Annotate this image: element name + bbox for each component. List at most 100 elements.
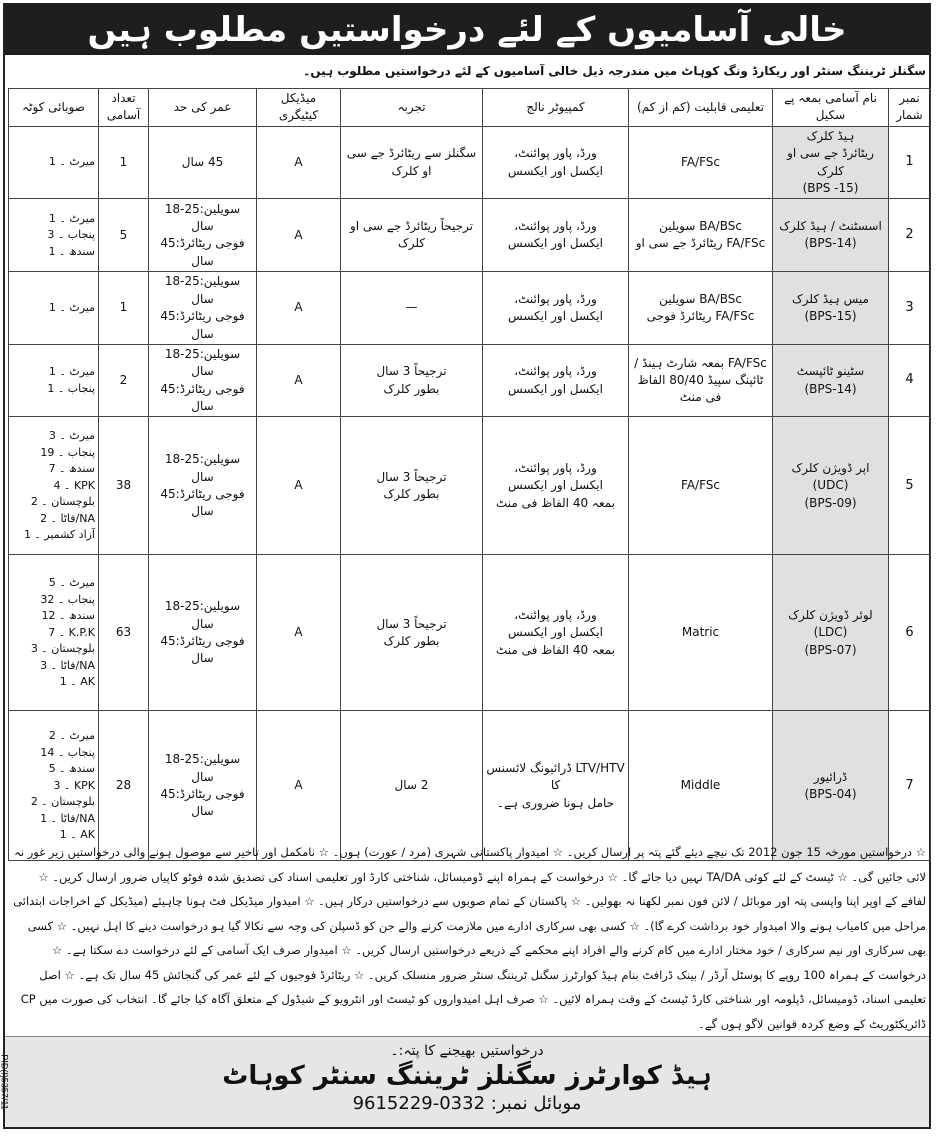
cell-count: 28: [98, 710, 149, 862]
age-line: فوجی ریٹائرڈ:45 سال: [160, 486, 245, 519]
computer-line: ورڈ، پاور پوائنٹ،: [514, 460, 597, 475]
experience-line: ترجیحاً ریٹائرڈ جے سی او کلرک: [349, 218, 473, 251]
cell-quota: میرٹ ۔ 1 پنجاب ۔ 1: [8, 343, 99, 418]
cell-age: 45 سال: [148, 125, 257, 200]
cell-count: 38: [98, 416, 149, 556]
computer-line: ایکسل اور ایکسس: [508, 381, 603, 396]
quota-line: آزاد کشمیر ۔ 1: [23, 528, 95, 542]
cell-age: سویلین:25-18 سال فوجی ریٹائرڈ:45 سال: [148, 271, 257, 345]
quota-line: میرٹ ۔ 1: [48, 211, 95, 225]
quota-line: بلوچستان ۔ 2: [30, 495, 95, 509]
cell-age: سویلین:25-18 سال فوجی ریٹائرڈ:45 سال: [148, 416, 257, 556]
cell-education: FA/FSc: [628, 416, 773, 556]
quota-line: میرٹ ۔ 5: [48, 576, 95, 590]
table-row: 2 اسسٹنٹ / ہیڈ کلرک (BPS-14) BA/BSc سویلین F…: [8, 198, 931, 273]
post-line: اسسٹنٹ / ہیڈ کلرک: [779, 218, 882, 233]
quota-line: میرٹ ۔ 1: [48, 365, 95, 379]
header-age: عمر کی حد: [148, 88, 257, 127]
experience-line: 2 سال: [394, 778, 429, 793]
post-line: اپر ڈویژن کلرک: [791, 460, 870, 475]
table-row: 1 ہیڈ کلرک ریٹائرڈ جے سی او کلرک (BPS -15) F…: [8, 125, 931, 200]
age-line: فوجی ریٹائرڈ:45 سال: [160, 633, 245, 666]
age-line: فوجی ریٹائرڈ:45 سال: [160, 309, 245, 341]
vacancy-table: نمبر شمار نام آسامی بمعہ پے سکیل تعلیمی قا…: [8, 88, 931, 862]
computer-line: بمعہ 40 الفاظ فی منٹ: [495, 642, 616, 657]
header-count: تعداد آسامی: [98, 88, 149, 127]
post-line: (BPS-15): [804, 309, 857, 324]
cell-education: BA/BSc سویلین FA/FSc ریٹائرڈ فوجی: [628, 271, 773, 345]
header-computer: کمپیوٹر نالج: [482, 88, 629, 127]
education-line: BA/BSc سویلین: [659, 291, 742, 306]
cell-post: ہیڈ کلرک ریٹائرڈ جے سی او کلرک (BPS -15): [772, 125, 889, 200]
computer-line: ورڈ، پاور پوائنٹ،: [514, 146, 597, 161]
quota-line: بلوچستان ۔ 2: [30, 795, 95, 809]
age-line: سویلین:25-18 سال: [164, 201, 241, 233]
post-line: (BPS -15): [802, 180, 859, 195]
quota-line: بلوچستان ۔ 3: [30, 642, 95, 656]
cell-post: اسسٹنٹ / ہیڈ کلرک (BPS-14): [772, 198, 889, 273]
computer-line: ورڈ، پاور پوائنٹ،: [514, 218, 597, 233]
cell-post: ڈرائیور (BPS-04): [772, 710, 889, 862]
cell-age: سویلین:25-18 سال فوجی ریٹائرڈ:45 سال: [148, 198, 257, 273]
cell-experience: سگنلز سے ریٹائرڈ جے سی او کلرک: [340, 125, 483, 200]
post-line: (BPS-07): [804, 642, 857, 657]
cell-medical: A: [256, 271, 341, 345]
header-quota: صوبائی کوٹہ: [8, 88, 99, 127]
post-line: ہیڈ کلرک: [806, 128, 855, 143]
table-header-row: نمبر شمار نام آسامی بمعہ پے سکیل تعلیمی قا…: [8, 88, 931, 127]
mobile-number: موبائل نمبر: 0332-9615229: [352, 1093, 582, 1114]
cell-computer: ورڈ، پاور پوائنٹ، ایکسل اور ایکسس بمعہ 40 …: [482, 416, 629, 556]
cell-sn: 6: [888, 554, 931, 712]
experience-line: —: [405, 300, 418, 315]
cell-computer: LTV/HTV ڈرائیونگ لائسنس کا حامل ہونا ضرور…: [482, 710, 629, 862]
cell-experience: ترجیحاً 3 سال بطور کلرک: [340, 343, 483, 418]
quota-line: K.P.K ۔ 7: [48, 625, 95, 639]
cell-medical: A: [256, 710, 341, 862]
cell-experience: —: [340, 271, 483, 345]
cell-experience: ترجیحاً 3 سال بطور کلرک: [340, 416, 483, 556]
instructions-text: ☆ درخواستیں مورخہ 15 جون 2012 تک نیچے دی…: [13, 845, 926, 1031]
address-label: درخواستیں بھیجنے کا پتہ:۔: [390, 1043, 544, 1059]
computer-line: حامل ہونا ضروری ہے۔: [496, 795, 615, 810]
post-line: ریٹائرڈ جے سی او کلرک: [787, 146, 874, 178]
age-line: سویلین:25-18 سال: [164, 452, 241, 484]
computer-line: ورڈ، پاور پوائنٹ،: [514, 607, 597, 622]
age-line: سویلین:25-18 سال: [164, 274, 241, 306]
post-line: (BPS-14): [804, 236, 857, 251]
experience-line: سگنلز سے ریٹائرڈ جے سی او کلرک: [346, 146, 477, 178]
quota-line: NA/فاٹا ۔ 1: [40, 811, 95, 825]
quota-line: سندھ ۔ 12: [41, 609, 95, 623]
cell-age: سویلین:25-18 سال فوجی ریٹائرڈ:45 سال: [148, 710, 257, 862]
cell-sn: 1: [888, 125, 931, 200]
age-line: فوجی ریٹائرڈ:45 سال: [160, 381, 245, 414]
table-row: 5 اپر ڈویژن کلرک (UDC) (BPS-09) FA/FSc ورڈ، پ…: [8, 416, 931, 556]
pid-code: PID(I)5357/11: [0, 1054, 10, 1110]
cell-age: سویلین:25-18 سال فوجی ریٹائرڈ:45 سال: [148, 343, 257, 418]
cell-computer: ورڈ، پاور پوائنٹ، ایکسل اور ایکسس: [482, 125, 629, 200]
cell-medical: A: [256, 554, 341, 712]
cell-quota: میرٹ ۔ 1: [8, 125, 99, 200]
education-line: FA/FSc: [681, 154, 720, 169]
cell-medical: A: [256, 343, 341, 418]
header-serial: نمبر شمار: [888, 88, 931, 127]
quota-line: میرٹ ۔ 1: [48, 300, 95, 314]
cell-sn: 5: [888, 416, 931, 556]
experience-line: بطور کلرک: [383, 633, 440, 648]
age-line: سویلین:25-18 سال: [164, 752, 241, 784]
quota-line: AK ۔ 1: [59, 828, 95, 842]
post-line: ڈرائیور: [813, 769, 848, 784]
computer-line: ایکسل اور ایکسس: [508, 625, 603, 640]
cell-count: 63: [98, 554, 149, 712]
cell-post: لوئر ڈویژن کلرک (LDC) (BPS-07): [772, 554, 889, 712]
cell-quota: میرٹ ۔ 1 پنجاب ۔ 3 سندھ ۔ 1: [8, 198, 99, 273]
quota-line: پنجاب ۔ 19: [40, 445, 95, 459]
cell-count: 2: [98, 343, 149, 418]
cell-count: 5: [98, 198, 149, 273]
experience-line: بطور کلرک: [383, 381, 440, 396]
quota-line: سندھ ۔ 1: [48, 244, 95, 258]
experience-line: ترجیحاً 3 سال: [376, 469, 447, 484]
cell-computer: ورڈ، پاور پوائنٹ، ایکسل اور ایکسس: [482, 343, 629, 418]
header-post: نام آسامی بمعہ پے سکیل: [772, 88, 889, 127]
cell-computer: ورڈ، پاور پوائنٹ، ایکسل اور ایکسس بمعہ 40 …: [482, 554, 629, 712]
cell-medical: A: [256, 416, 341, 556]
